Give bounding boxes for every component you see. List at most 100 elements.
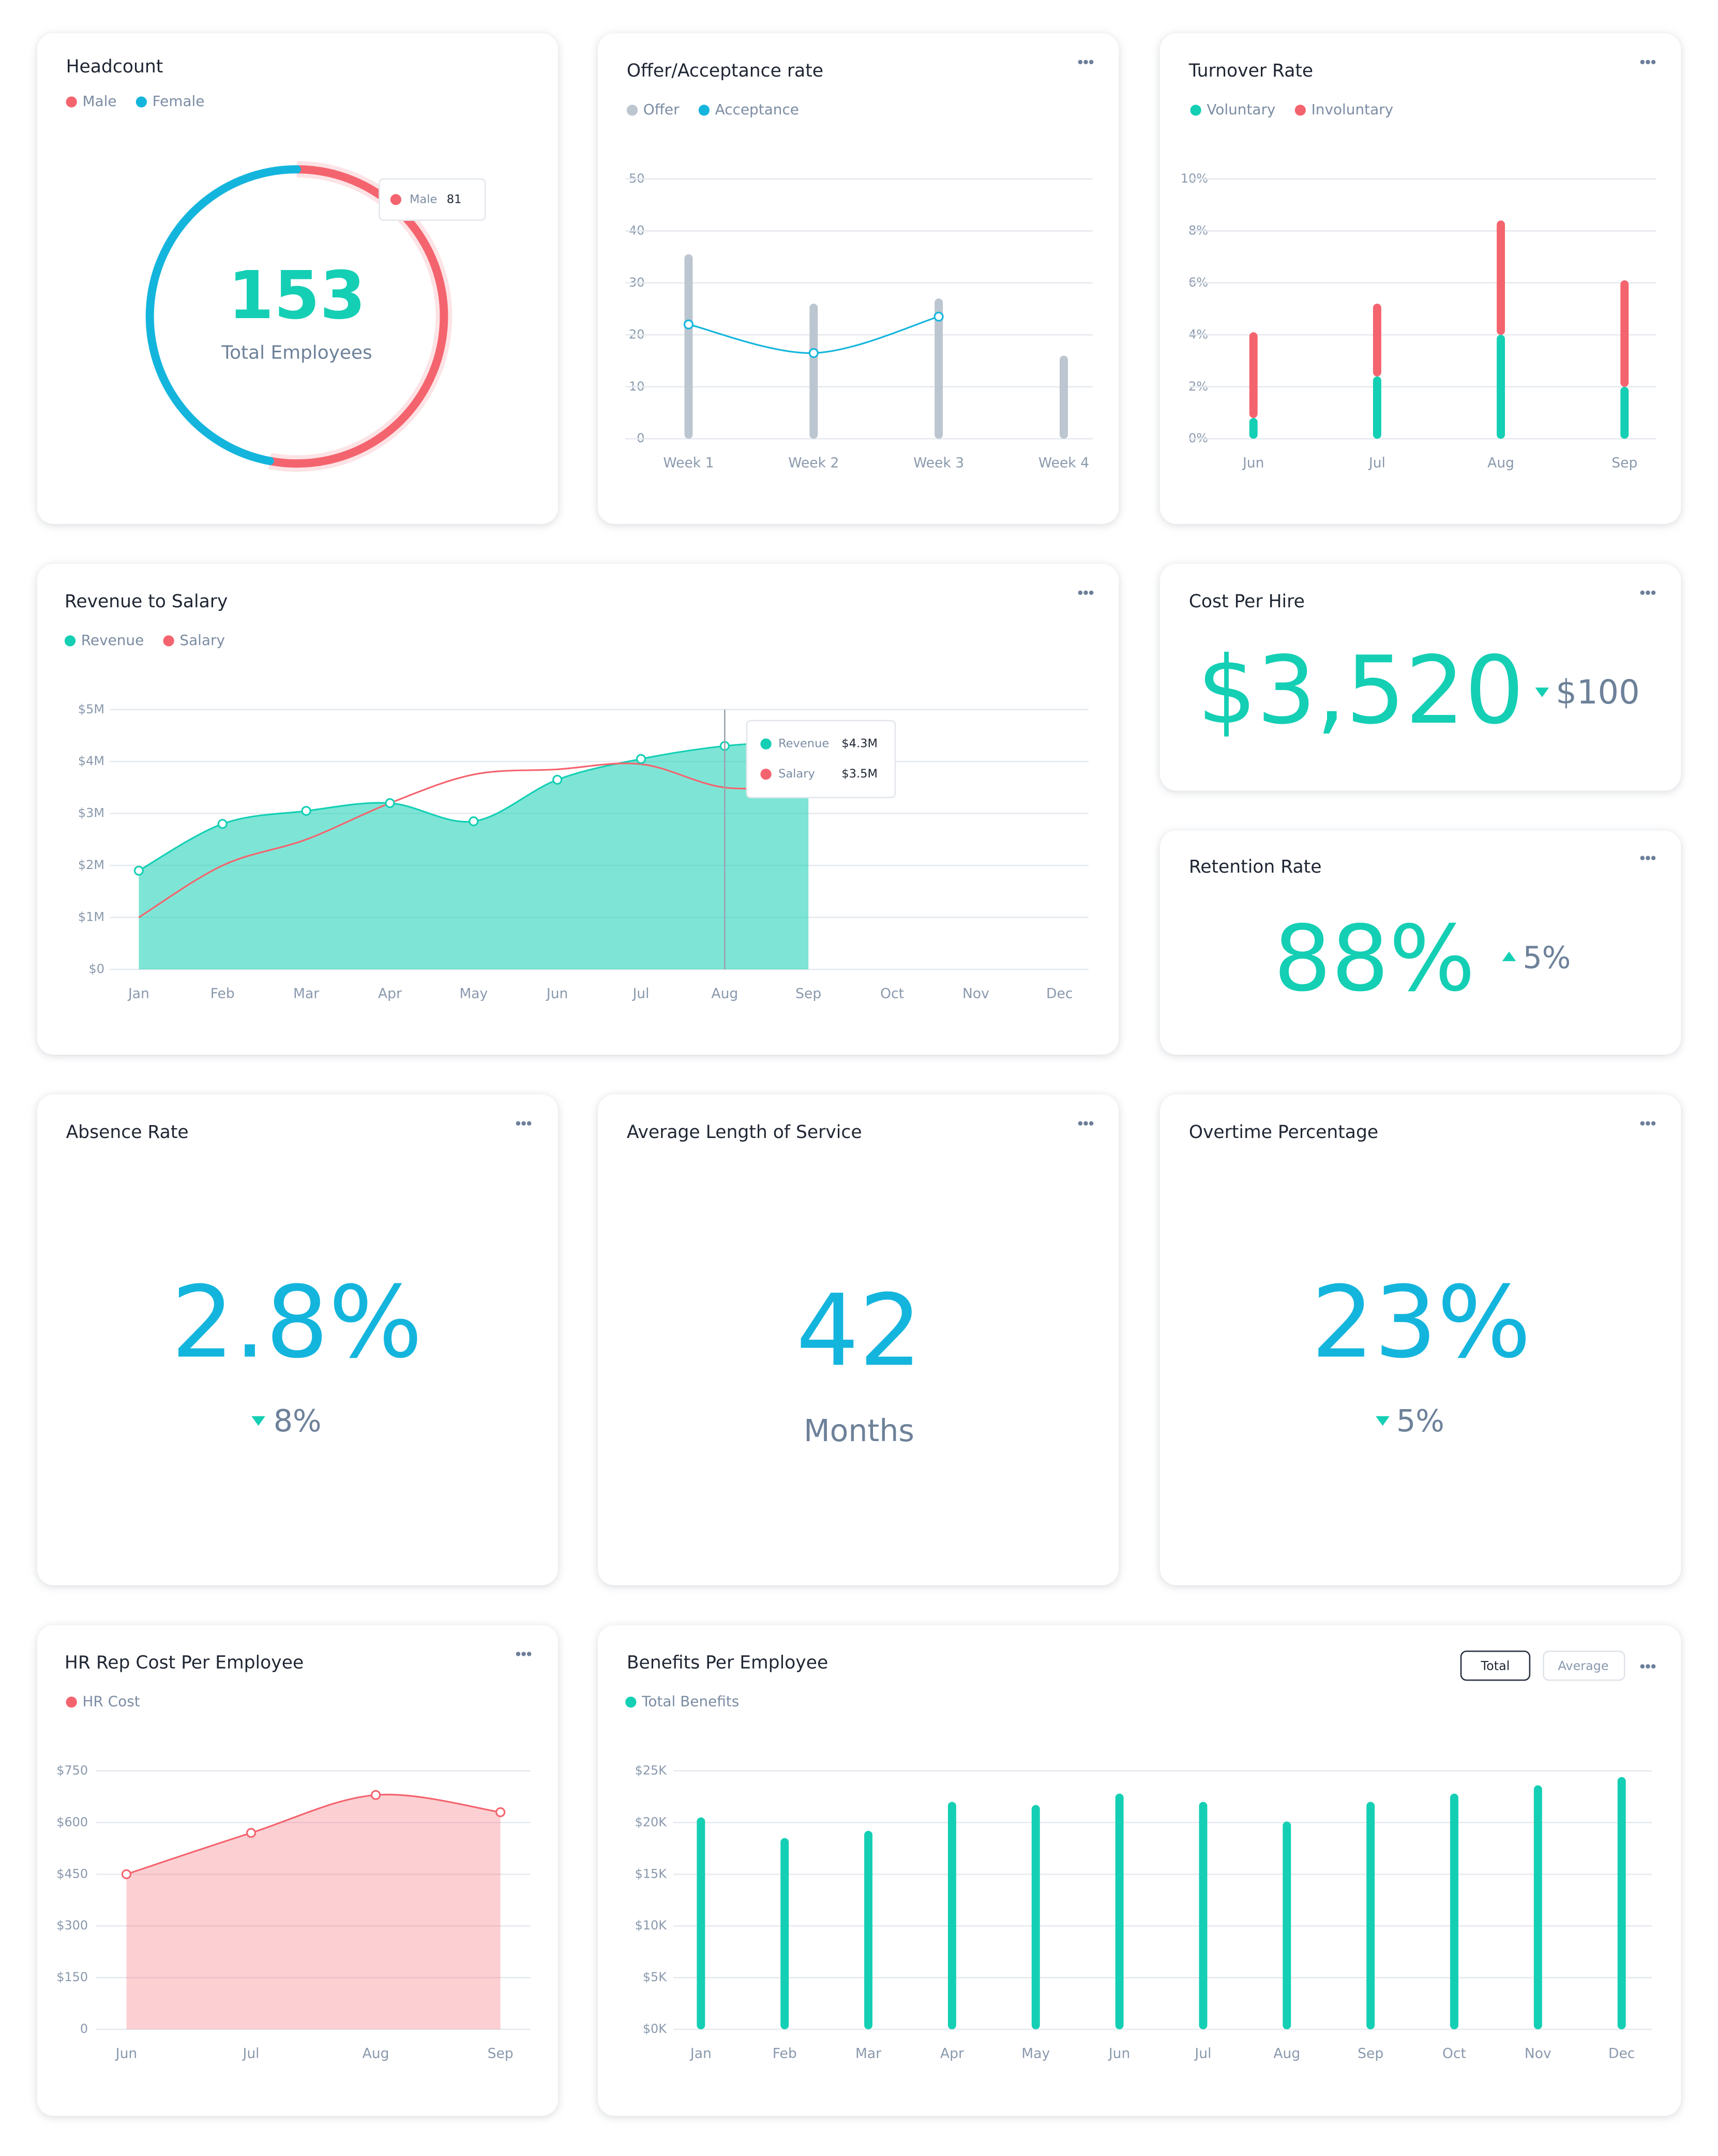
x-tick-label: Aug xyxy=(1487,455,1514,471)
area xyxy=(139,741,809,970)
legend-marker xyxy=(625,1696,637,1708)
x-tick-label: Apr xyxy=(940,2045,964,2061)
menu-button[interactable] xyxy=(1078,59,1094,65)
button-label: Total xyxy=(1481,1658,1510,1673)
bar xyxy=(1617,1777,1626,2030)
arc xyxy=(145,165,302,466)
y-tick-label: $1M xyxy=(78,910,104,924)
card-title: Turnover Rate xyxy=(1188,61,1313,81)
tooltip-marker xyxy=(760,738,772,750)
bar xyxy=(1497,220,1505,335)
x-tick-label: Jul xyxy=(1194,2045,1211,2061)
legend-label: Salary xyxy=(179,632,225,649)
y-tick-label: $750 xyxy=(56,1763,88,1777)
card xyxy=(1160,1094,1681,1585)
card xyxy=(1160,33,1681,524)
menu-button[interactable] xyxy=(1640,1121,1656,1126)
legend-label: Involuntary xyxy=(1312,101,1394,118)
x-tick-label: Feb xyxy=(210,985,235,1001)
bar xyxy=(1497,335,1505,439)
bar xyxy=(697,1817,705,2030)
card xyxy=(37,1094,558,1585)
toggle-button[interactable]: Average xyxy=(1543,1650,1625,1681)
x-tick-label: Jun xyxy=(1108,2045,1131,2061)
kpi-title: Absence Rate xyxy=(66,1122,189,1143)
x-tick-label: Jul xyxy=(1368,455,1385,471)
x-tick-label: Oct xyxy=(880,985,904,1001)
bar xyxy=(1620,386,1629,439)
toggle-button[interactable]: Total xyxy=(1460,1650,1531,1681)
y-tick-label: $3M xyxy=(78,806,104,820)
kpi-change: 5% xyxy=(1396,1403,1444,1439)
y-tick-label: $300 xyxy=(56,1918,88,1933)
x-tick-label: Week 3 xyxy=(913,455,964,471)
bar xyxy=(1060,355,1068,439)
legend-label: Female xyxy=(153,93,205,110)
menu-button[interactable] xyxy=(1640,1664,1656,1669)
x-tick-label: Aug xyxy=(363,2045,389,2061)
kpi-change: $100 xyxy=(1556,673,1639,712)
menu-button[interactable] xyxy=(1078,1121,1094,1126)
x-tick-label: Feb xyxy=(773,2045,797,2061)
x-tick-label: Sep xyxy=(488,2045,514,2061)
point xyxy=(933,311,944,322)
menu-button[interactable] xyxy=(516,1652,532,1656)
bar xyxy=(1450,1793,1458,2030)
legend-label: Offer xyxy=(643,101,680,118)
x-tick-label: Jan xyxy=(127,985,149,1001)
point xyxy=(385,798,395,808)
card xyxy=(37,33,558,524)
x-tick-label: Sep xyxy=(795,985,821,1001)
kpi-unit: Months xyxy=(804,1413,914,1448)
trend-down xyxy=(1535,687,1549,697)
bar xyxy=(1283,1821,1291,2030)
point xyxy=(371,1790,381,1800)
y-tick-label: $15K xyxy=(635,1866,668,1881)
x-tick-label: Jul xyxy=(242,2045,260,2061)
card-title: Revenue to Salary xyxy=(65,591,228,612)
kpi-value: 2.8% xyxy=(171,1265,423,1381)
x-tick-label: Aug xyxy=(711,985,738,1001)
menu-button[interactable] xyxy=(1640,59,1656,65)
legend-marker xyxy=(64,635,76,647)
y-tick-label: $20K xyxy=(635,1815,668,1829)
x-tick-label: Jun xyxy=(115,2045,138,2061)
tooltip xyxy=(746,720,896,799)
card-title: Benefits Per Employee xyxy=(627,1653,828,1673)
legend-marker xyxy=(66,96,77,108)
tooltip xyxy=(379,178,486,221)
legend-marker xyxy=(626,104,638,116)
y-tick-label: $4M xyxy=(78,754,104,768)
menu-button[interactable] xyxy=(1640,590,1656,595)
legend-marker xyxy=(135,96,147,108)
total-label: Total Employees xyxy=(221,342,372,363)
x-tick-label: Sep xyxy=(1611,455,1637,471)
kpi-change: 5% xyxy=(1523,940,1571,976)
y-tick-label: $450 xyxy=(56,1866,88,1881)
bar xyxy=(935,298,943,439)
kpi-value: 88% xyxy=(1274,906,1475,1012)
card xyxy=(1160,830,1681,1055)
legend-label: HR Cost xyxy=(82,1693,140,1710)
area xyxy=(126,1794,501,2030)
bar xyxy=(1533,1785,1542,2030)
x-tick-label: Oct xyxy=(1442,2045,1466,2061)
menu-button[interactable] xyxy=(1640,856,1656,861)
trend-up xyxy=(1502,951,1516,962)
bar xyxy=(809,304,818,439)
card-title: Headcount xyxy=(66,56,163,77)
tooltip-value: 81 xyxy=(447,192,462,206)
tooltip-label: Male xyxy=(410,192,437,206)
menus xyxy=(516,59,1656,1669)
x-tick-label: Week 4 xyxy=(1038,455,1089,471)
menu-button[interactable] xyxy=(516,1121,532,1126)
x-tick-label: Sep xyxy=(1358,2045,1383,2061)
y-tick-label: $0K xyxy=(643,2022,667,2036)
kpi-title: Retention Rate xyxy=(1189,857,1322,877)
kpi-value: 23% xyxy=(1311,1265,1531,1381)
menu-button[interactable] xyxy=(1078,590,1094,595)
kpi-change: 8% xyxy=(274,1403,322,1439)
kpi-value: $3,520 xyxy=(1197,636,1524,745)
x-tick-label: Nov xyxy=(1525,2045,1551,2061)
x-tick-label: Dec xyxy=(1608,2045,1635,2061)
